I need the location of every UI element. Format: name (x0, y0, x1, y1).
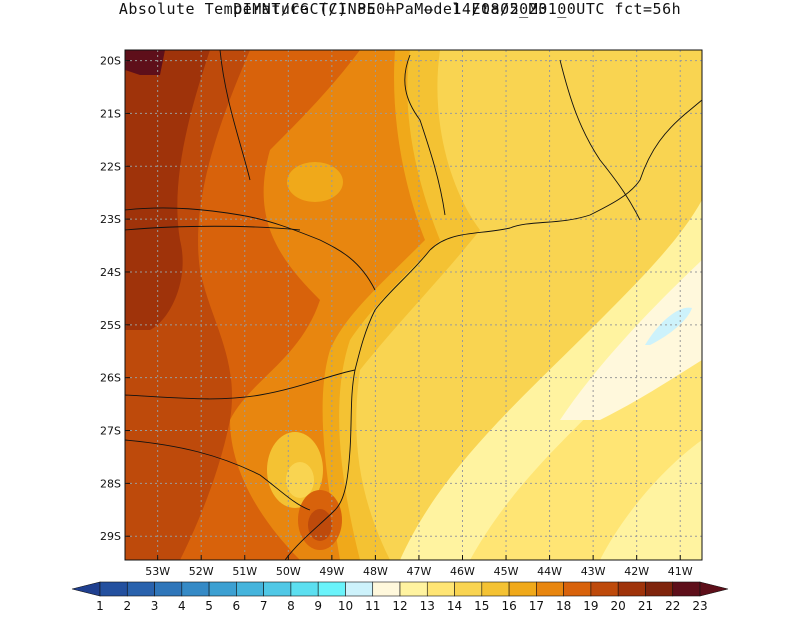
colorbar-low-arrow (71, 581, 101, 597)
colorbar-swatch (208, 581, 237, 597)
colorbar-label: 1 (96, 599, 104, 613)
colorbar-swatch (372, 581, 401, 597)
colorbar-label: 10 (338, 599, 353, 613)
lat-tick-label: 21S (100, 107, 121, 120)
state-border-pr-sc (125, 369, 356, 400)
colorbar-swatch (617, 581, 646, 597)
colorbar-swatch (672, 581, 701, 597)
colorbar-swatch (399, 581, 428, 597)
temp-band-14-south (470, 260, 702, 560)
colorbar-swatch (154, 581, 183, 597)
chart-title-line2: Absolute Temperature (C) 850hPa – 14/08/… (118, 0, 682, 18)
colorbar-label: 7 (260, 599, 268, 613)
lat-tick-label: 22S (100, 160, 121, 173)
colorbar-label: 17 (529, 599, 544, 613)
boundaries (125, 50, 702, 560)
lon-tick-label: 43W (581, 565, 606, 578)
colorbar-label: 5 (205, 599, 213, 613)
latitude-axis: 20S 21S 22S 23S 24S 25S 26S 27S 28S 29S (100, 55, 130, 543)
colorbar-label: 8 (287, 599, 295, 613)
coastline-south (284, 249, 431, 560)
coastline-north (429, 99, 702, 251)
lat-tick-label: 26S (100, 372, 121, 385)
colorbar-label: 9 (314, 599, 322, 613)
colorbar-label: 21 (638, 599, 653, 613)
colorbar-swatch (126, 581, 155, 597)
lon-tick-label: 42W (624, 565, 649, 578)
lat-tick-label: 27S (100, 425, 121, 438)
colorbar-label: 19 (583, 599, 598, 613)
colorbar-label: 11 (365, 599, 380, 613)
lat-tick-label: 20S (100, 55, 121, 68)
lon-tick-label: 52W (189, 565, 214, 578)
colorbar-swatch (481, 581, 510, 597)
lat-tick-label: 25S (100, 319, 121, 332)
colorbar: 1 2 3 4 5 6 7 8 9 10 11 12 13 14 15 16 17 18 19 20 21 22 23 (71, 581, 729, 613)
state-border-ms (125, 225, 301, 231)
colorbar-label: 23 (692, 599, 707, 613)
lon-tick-label: 50W (276, 565, 301, 578)
lon-tick-label: 48W (363, 565, 388, 578)
lat-tick-label: 28S (100, 477, 121, 490)
colorbar-high-arrow (699, 581, 729, 597)
lon-tick-label: 51W (232, 565, 257, 578)
colorbar-swatch (536, 581, 564, 597)
warm-spot-coast-core (308, 509, 332, 541)
state-border-mg-rj (559, 59, 641, 221)
temperature-field (125, 50, 702, 560)
lat-tick-label: 29S (100, 530, 121, 543)
lon-tick-label: 47W (407, 565, 432, 578)
temp-band-23 (125, 50, 165, 75)
colorbar-label: 20 (611, 599, 626, 613)
lon-tick-label: 49W (319, 565, 344, 578)
colorbar-label: 12 (392, 599, 407, 613)
lon-tick-label: 46W (450, 565, 475, 578)
colorbar-label: 14 (447, 599, 462, 613)
colorbar-swatch (236, 581, 264, 597)
colorbar-swatch (263, 581, 292, 597)
colorbar-swatch (590, 581, 619, 597)
lon-tick-label: 44W (537, 565, 562, 578)
colorbar-swatch (317, 581, 346, 597)
lat-tick-label: 24S (100, 266, 121, 279)
chart-title-line1: DIMNT/CGCT/INPE – Model Eta05_M01_ (233, 0, 567, 18)
colorbar-label: 13 (420, 599, 435, 613)
lat-tick-label: 23S (100, 213, 121, 226)
state-border-pr-sp (125, 207, 376, 291)
grid-lines (125, 50, 702, 560)
colorbar-swatch (645, 581, 674, 597)
lon-tick-label: 41W (668, 565, 693, 578)
colorbar-swatch (181, 581, 210, 597)
colorbar-swatch (508, 581, 537, 597)
colorbar-swatch (454, 581, 483, 597)
colorbar-label: 6 (233, 599, 241, 613)
map-frame (124, 49, 703, 561)
lon-tick-label: 45W (494, 565, 519, 578)
lon-tick-label: 53W (145, 565, 170, 578)
colorbar-label: 4 (178, 599, 186, 613)
colorbar-label: 15 (474, 599, 489, 613)
colorbar-label: 2 (123, 599, 131, 613)
state-border-mg-sp (404, 54, 446, 216)
longitude-axis: 53W 52W 51W 50W 49W 48W 47W 46W 45W 44W 43W 42W 41W (145, 555, 693, 578)
temp-band-12 (560, 260, 702, 420)
colorbar-label: 22 (665, 599, 680, 613)
colorbar-swatch (345, 581, 374, 597)
colorbar-swatch (563, 581, 592, 597)
warm-blob-north (287, 162, 343, 202)
colorbar-label: 16 (501, 599, 516, 613)
colorbar-swatch (99, 581, 128, 597)
temp-band-21 (125, 50, 210, 330)
colorbar-label: 3 (151, 599, 159, 613)
colorbar-label: 18 (556, 599, 571, 613)
colorbar-swatch (426, 581, 455, 597)
state-border-sc-rs (125, 439, 311, 511)
warm-blob-south-core (286, 462, 314, 498)
colorbar-swatch (290, 581, 319, 597)
state-border-west (219, 50, 251, 181)
